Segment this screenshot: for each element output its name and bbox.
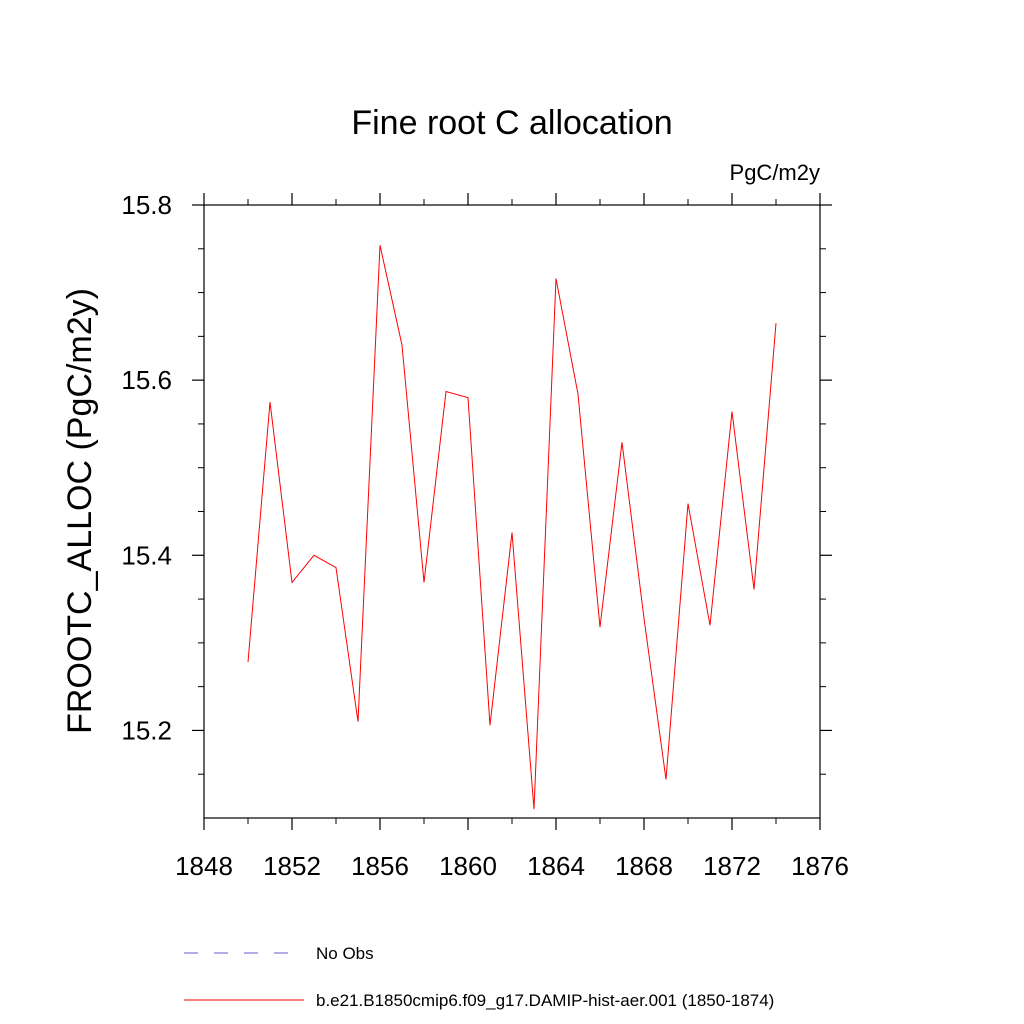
legend-label-model: b.e21.B1850cmip6.f09_g17.DAMIP-hist-aer.… bbox=[316, 991, 774, 1010]
chart-title: Fine root C allocation bbox=[351, 104, 672, 142]
x-tick-label: 1860 bbox=[439, 851, 497, 881]
legend-label-no-obs: No Obs bbox=[316, 944, 374, 963]
legend: No Obs b.e21.B1850cmip6.f09_g17.DAMIP-hi… bbox=[184, 944, 774, 1010]
x-tick-label: 1852 bbox=[263, 851, 321, 881]
x-tick-label: 1856 bbox=[351, 851, 409, 881]
y-tick-label: 15.2 bbox=[121, 715, 172, 745]
y-tick-label: 15.4 bbox=[121, 540, 172, 570]
y-tick-label: 15.8 bbox=[121, 190, 172, 220]
units-label: PgC/m2y bbox=[730, 160, 820, 185]
plot-area bbox=[203, 204, 821, 819]
series-line-1 bbox=[247, 245, 777, 810]
series-lines bbox=[247, 245, 777, 810]
x-tick-label: 1868 bbox=[615, 851, 673, 881]
x-tick-label: 1872 bbox=[703, 851, 761, 881]
axis-ticks bbox=[192, 193, 832, 830]
y-tick-label: 15.6 bbox=[121, 365, 172, 395]
x-tick-label: 1876 bbox=[791, 851, 849, 881]
y-axis-label: FROOTC_ALLOC (PgC/m2y) bbox=[61, 288, 99, 734]
plot-frame bbox=[203, 204, 821, 819]
x-tick-label: 1848 bbox=[175, 851, 233, 881]
tick-labels: 1848 1852 1856 1860 1864 1868 1872 1876 15.2 15.4… bbox=[121, 190, 849, 881]
x-tick-label: 1864 bbox=[527, 851, 585, 881]
